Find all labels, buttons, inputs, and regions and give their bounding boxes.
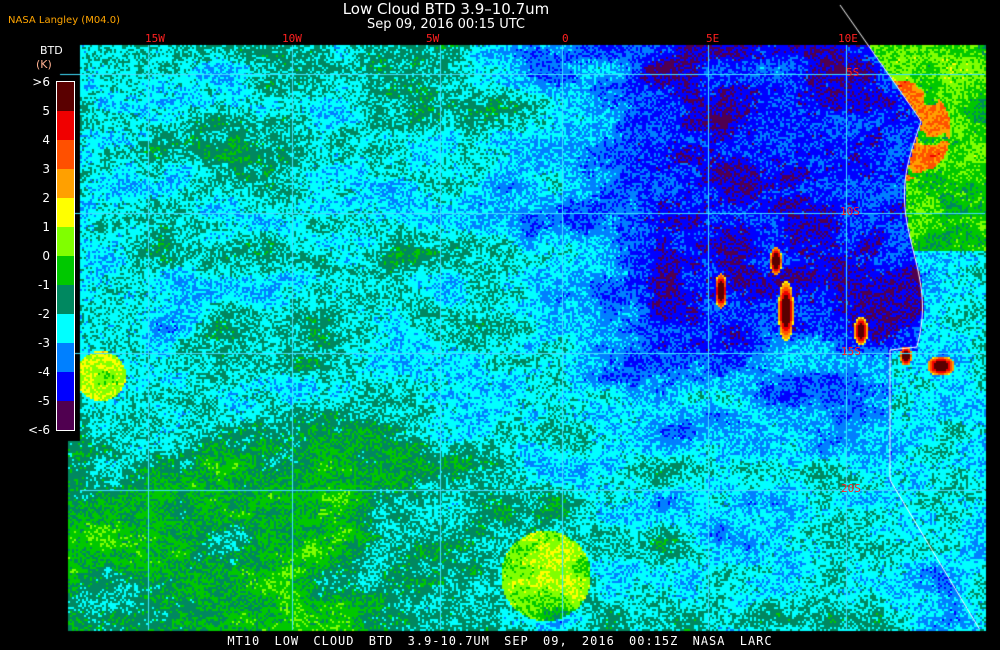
- legend-tick-label: 5: [42, 104, 50, 118]
- legend-tick-label: -4: [38, 365, 50, 379]
- legend-tick-label: 0: [42, 249, 50, 263]
- lon-label-5e: 5E: [706, 32, 720, 45]
- legend-swatch: [57, 169, 74, 198]
- lon-label-0: 0: [562, 32, 569, 45]
- legend-swatch: [57, 372, 74, 401]
- legend-tick-label: 1: [42, 220, 50, 234]
- legend-tick-label: -3: [38, 336, 50, 350]
- legend-tick-label: 2: [42, 191, 50, 205]
- legend-swatch: [57, 285, 74, 314]
- lon-label-15w: 15W: [145, 32, 165, 45]
- legend-tick-label: >6: [32, 75, 50, 89]
- legend-tick-label: -2: [38, 307, 50, 321]
- producer-label: NASA Langley (M04.0): [8, 15, 120, 26]
- legend-swatch: [57, 401, 74, 430]
- legend-tick-label: -1: [38, 278, 50, 292]
- lon-label-10w: 10W: [282, 32, 302, 45]
- footer-caption: MT10 LOW CLOUD BTD 3.9-10.7UM SEP 09, 20…: [227, 634, 773, 648]
- lat-label-5s: 5S: [846, 66, 860, 79]
- image-timestamp: Sep 09, 2016 00:15 UTC: [366, 17, 526, 32]
- legend-swatch: [57, 140, 74, 169]
- legend-swatch: [57, 314, 74, 343]
- legend-swatch: [57, 343, 74, 372]
- lon-label-5w: 5W: [426, 32, 440, 45]
- legend-swatch: [57, 227, 74, 256]
- legend-tick-label: -5: [38, 394, 50, 408]
- image-title: Low Cloud BTD 3.9–10.7um: [342, 0, 550, 18]
- legend-tick-label: 3: [42, 162, 50, 176]
- legend-swatch: [57, 82, 74, 111]
- legend-tick-label: <-6: [27, 423, 50, 437]
- lat-label-15s: 15S: [841, 345, 861, 358]
- lat-label-10s: 10S: [840, 205, 860, 218]
- legend-swatch: [57, 111, 74, 140]
- color-legend-bar: [56, 81, 75, 431]
- lat-label-20s: 20S: [841, 482, 861, 495]
- legend-tick-label: 4: [42, 133, 50, 147]
- lon-label-10e: 10E: [838, 32, 858, 45]
- legend-swatch: [57, 198, 74, 227]
- legend-title: BTD: [40, 44, 63, 57]
- legend-swatch: [57, 256, 74, 285]
- legend-unit: (K): [36, 58, 52, 71]
